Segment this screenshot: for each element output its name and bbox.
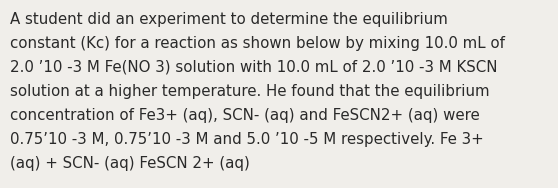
Text: concentration of Fe3+ (aq), SCN- (aq) and FeSCN2+ (aq) were: concentration of Fe3+ (aq), SCN- (aq) an…: [10, 108, 480, 123]
Text: (aq) + SCN- (aq) FeSCN 2+ (aq): (aq) + SCN- (aq) FeSCN 2+ (aq): [10, 156, 250, 171]
Text: solution at a higher temperature. He found that the equilibrium: solution at a higher temperature. He fou…: [10, 84, 489, 99]
Text: 2.0 ’10 -3 M Fe(NO 3) solution with 10.0 mL of 2.0 ’10 -3 M KSCN: 2.0 ’10 -3 M Fe(NO 3) solution with 10.0…: [10, 60, 498, 75]
Text: 0.75’10 -3 M, 0.75’10 -3 M and 5.0 ’10 -5 M respectively. Fe 3+: 0.75’10 -3 M, 0.75’10 -3 M and 5.0 ’10 -…: [10, 132, 484, 147]
Text: constant (Kc) for a reaction as shown below by mixing 10.0 mL of: constant (Kc) for a reaction as shown be…: [10, 36, 505, 51]
Text: A student did an experiment to determine the equilibrium: A student did an experiment to determine…: [10, 12, 448, 27]
